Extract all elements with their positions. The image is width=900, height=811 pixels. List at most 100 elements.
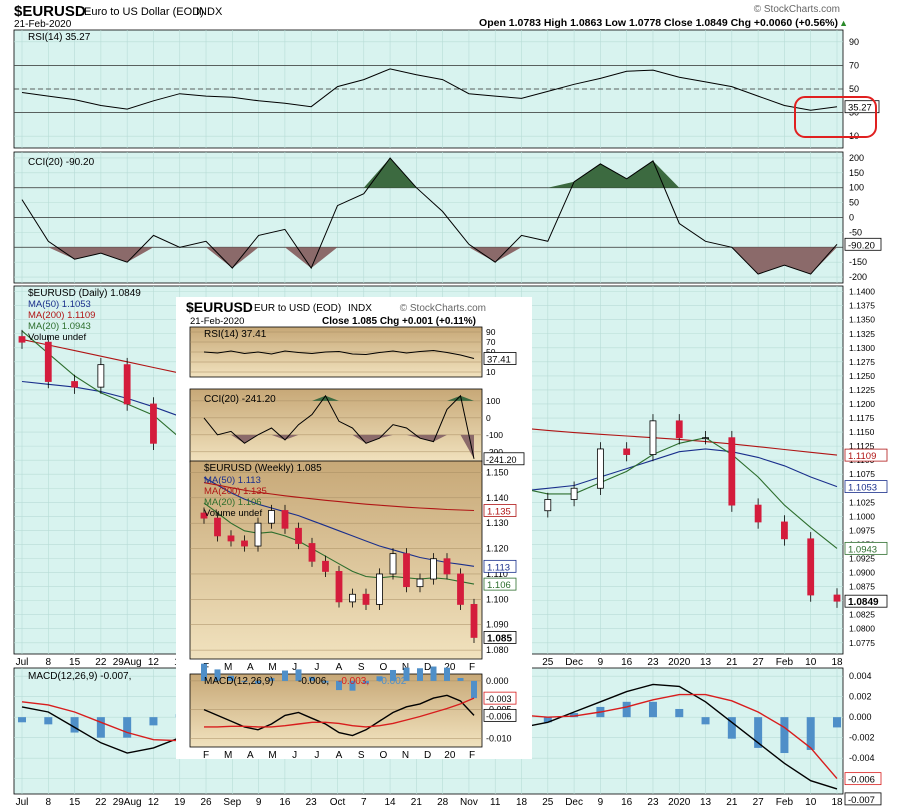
inset-ma-legend: MA(20) 1.106 [204,497,262,508]
inset-candle-body [416,578,424,588]
x-tick-label: 25 [542,797,554,808]
inset-ma-last-box [483,577,517,591]
x-tick-label: 8 [46,797,52,808]
candle-body [807,538,815,596]
macd-histogram-bar [70,717,79,733]
macd-last-box [844,772,882,786]
inset-y-tick-label: 1.090 [486,620,509,630]
inset-candle-body [241,540,248,547]
y-tick-label: 90 [849,37,859,47]
inset-cci-panel: 100 0 -100 -200 CCI(20) -241.20 -241.20 [190,394,525,466]
y-tick-label: 0.004 [849,671,872,681]
inset-macd-histogram-bar [376,676,383,681]
y-tick-label: 0.002 [849,692,872,702]
x-tick-label: Feb [776,657,794,668]
rsi-line [21,68,838,111]
candle-body [781,521,788,540]
inset-candle-body [254,522,262,547]
inset-x-tick-label: F [203,750,209,759]
x-tick-label: 19 [174,797,186,808]
inset-exchange: INDX [348,303,372,314]
volume-legend: Volume undef [28,332,86,343]
y-tick-label: 1.1200 [849,399,875,409]
y-tick-label: 1.0800 [849,624,875,634]
watermark: © StockCharts.com [754,4,840,15]
y-tick-label: 150 [849,168,864,178]
inset-y-tick-label: 70 [486,337,496,347]
candle-body [833,594,841,602]
inset-ma-last-box [483,559,517,573]
inset-candle-body [376,573,383,605]
inset-x-tick-label: M [268,750,276,759]
inset-macd-histogram-bar [255,680,261,684]
candle-body [18,336,26,343]
inset-y-tick-label: 1.130 [486,518,509,528]
y-tick-label: 200 [849,153,864,163]
x-tick-label: Jul [16,797,29,808]
inset-candle-body [335,571,343,603]
inset-rsi-last-value: 37.41 [487,355,511,366]
macd-last-value: -0.006 [848,775,875,786]
inset-x-tick-label: M [268,662,276,673]
inset-x-tick-label: M [224,662,232,673]
exchange-label: INDX [196,6,223,18]
inset-cci-background [189,388,483,463]
y-tick-label: 1.0875 [849,582,875,592]
inset-date: 21-Feb-2020 [190,316,244,327]
inset-ma-line [203,477,475,567]
inset-macd-label-value: -0.002 [378,676,407,687]
ma-last-box [844,448,888,462]
y-tick-label: 1.1075 [849,469,875,479]
instrument-name: Euro to US Dollar (EOD) [84,6,204,18]
inset-candle-body [389,553,397,575]
candle-body [150,403,157,444]
inset-y-tick-label: 1.120 [486,544,509,554]
x-tick-label: 9 [598,657,604,668]
inset-x-tick-label: A [336,662,343,673]
inset-x-tick-label: N [402,662,409,673]
inset-x-tick-label: F [469,662,475,673]
inset-macd-line [204,697,475,728]
cci-overbought-fill [22,157,837,188]
last-close-box [844,594,888,608]
macd-histogram-bar [123,717,132,738]
macd-histogram-bar [648,701,657,718]
inset-x-tick-label: 20 [444,662,456,673]
y-tick-label: 1.0775 [849,638,875,648]
macd-histogram-bar [675,708,684,718]
inset-x-tick-label: F [469,750,475,759]
inset-macd-histogram-bar [322,680,329,683]
inset-summary: Close 1.085 Chg +0.001 (+0.11%) [322,316,476,327]
inset-macd-histogram-bar [268,678,275,681]
candle-body [702,437,709,440]
inset-volume-legend: Volume undef [204,508,262,519]
inset-x-tick-label: D [424,750,431,759]
candle-body [675,420,683,439]
inset-macd-last-value: -0.006 [486,711,512,721]
chart-date: 21-Feb-2020 [14,19,72,30]
x-tick-label: Nov [460,797,478,808]
inset-x-tick-label: S [358,750,365,759]
inset-macd-histogram-bar [336,680,342,691]
macd-histogram-bar [727,717,736,739]
x-tick-label: 16 [279,797,291,808]
inset-candle-body [308,543,316,562]
rsi-label: RSI(14) 35.27 [28,32,91,43]
y-tick-label: 50 [849,84,859,94]
inset-candle-body [403,553,410,588]
inset-macd-histogram-bar [390,669,396,681]
x-tick-label: 13 [700,797,712,808]
candle-body [596,448,604,489]
x-tick-label: 21 [726,657,738,668]
inset-macd-histogram-bar [241,680,248,682]
candle-body [44,341,52,382]
candle-body [544,499,552,512]
inset-rsi-last-box [483,352,517,365]
x-tick-label: 18 [831,657,843,668]
inset-cci-label: CCI(20) -241.20 [204,394,276,405]
x-tick-label: 22 [95,797,107,808]
ohlc-summary: Open 1.0783 High 1.0863 Low 1.0778 Close… [479,17,838,29]
macd-histogram-bar [780,717,789,754]
rsi-last-value: 35.27 [848,103,872,114]
inset-ma-last-box [483,504,517,517]
